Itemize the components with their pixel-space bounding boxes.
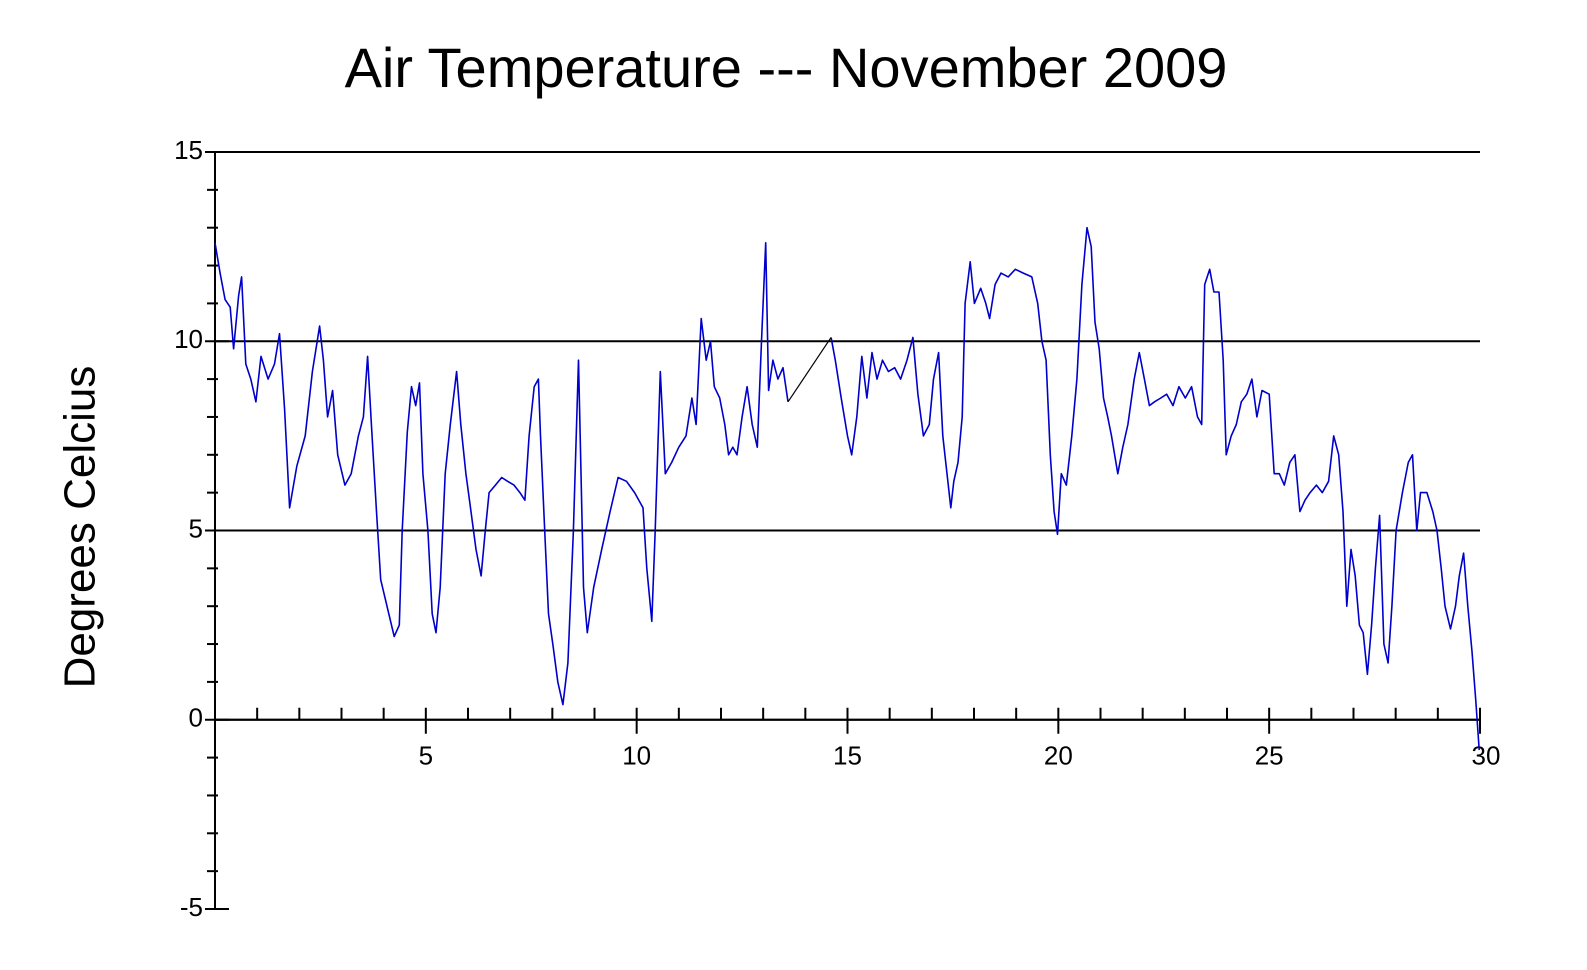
temperature-line: [830, 226, 1480, 751]
y-tick-label: 15: [174, 135, 203, 165]
chart-title: Air Temperature --- November 2009: [345, 36, 1228, 99]
y-tick-label: 10: [174, 324, 203, 354]
x-tick-label: 5: [419, 741, 433, 771]
temperature-line: [214, 242, 789, 706]
x-tick-label: 30: [1472, 741, 1501, 771]
x-tick-label: 15: [833, 741, 862, 771]
y-tick-label: 5: [189, 513, 203, 543]
y-axis-label: Degrees Celcius: [56, 366, 105, 689]
y-tick-label: -5: [180, 892, 203, 922]
x-tick-label: 25: [1255, 741, 1284, 771]
x-tick-label: 10: [622, 741, 651, 771]
x-tick-label: 20: [1044, 741, 1073, 771]
gap-connector: [787, 337, 832, 403]
y-tick-label: 0: [189, 703, 203, 733]
